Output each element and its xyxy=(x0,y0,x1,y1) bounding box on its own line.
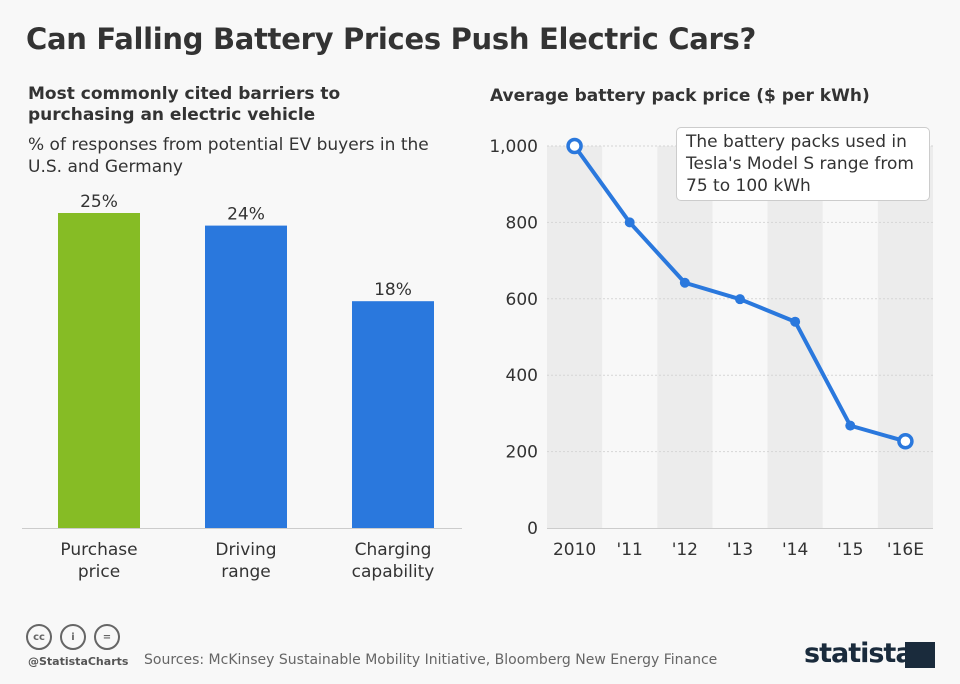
bar-data-label: 18% xyxy=(374,280,412,300)
bar-data-label: 24% xyxy=(227,205,265,225)
x-tick-label: '11 xyxy=(617,540,643,560)
bar-chart-subtitle: Most commonly cited barriers to purchasi… xyxy=(28,84,341,125)
bar-category-label: Purchase xyxy=(60,540,137,560)
y-tick-label: 200 xyxy=(506,443,538,463)
x-tick-label: '14 xyxy=(782,540,808,560)
bar xyxy=(205,225,287,528)
statista-logo-mark xyxy=(905,642,935,668)
page-title: Can Falling Battery Prices Push Electric… xyxy=(26,22,757,56)
bar-category-label: Charging xyxy=(355,540,432,560)
y-tick-label: 800 xyxy=(506,213,538,233)
column-band xyxy=(877,146,933,528)
data-point xyxy=(790,316,801,327)
no-derivatives-icon: = xyxy=(94,624,120,650)
cc-icon: cc xyxy=(26,624,52,650)
x-tick-label: '16E xyxy=(887,540,924,560)
data-point xyxy=(897,433,914,450)
y-tick-label: 0 xyxy=(527,519,538,539)
twitter-handle[interactable]: @StatistaCharts xyxy=(28,655,129,668)
y-tick-label: 1,000 xyxy=(489,137,538,157)
x-tick-label: 2010 xyxy=(553,540,596,560)
column-band xyxy=(767,146,823,528)
bar-category-label: Driving xyxy=(215,540,276,560)
data-point xyxy=(624,217,635,228)
y-tick-label: 400 xyxy=(506,366,538,386)
bar xyxy=(352,301,434,528)
y-tick-label: 600 xyxy=(506,290,538,310)
bar-data-label: 25% xyxy=(80,192,118,212)
bar-category-label: price xyxy=(78,562,120,582)
bar-category-label: capability xyxy=(352,562,435,582)
data-point xyxy=(566,137,583,155)
x-tick-label: '13 xyxy=(727,540,753,560)
x-tick-label: '12 xyxy=(672,540,698,560)
line-chart-subtitle: Average battery pack price ($ per kWh) xyxy=(490,86,870,106)
attribution-icon: i xyxy=(60,624,86,650)
source-text: Sources: McKinsey Sustainable Mobility I… xyxy=(144,652,718,668)
bar-chart-description: % of responses from potential EV buyers … xyxy=(28,135,429,177)
x-tick-label: '15 xyxy=(837,540,863,560)
data-point xyxy=(735,294,745,305)
data-point xyxy=(845,420,856,431)
annotation-box: The battery packs used in Tesla's Model … xyxy=(676,127,930,201)
statista-logo[interactable]: statista xyxy=(804,638,914,669)
bar xyxy=(58,213,140,528)
bar-category-label: range xyxy=(221,562,270,582)
column-band xyxy=(657,146,713,528)
data-point xyxy=(679,277,690,288)
column-band xyxy=(547,146,603,528)
